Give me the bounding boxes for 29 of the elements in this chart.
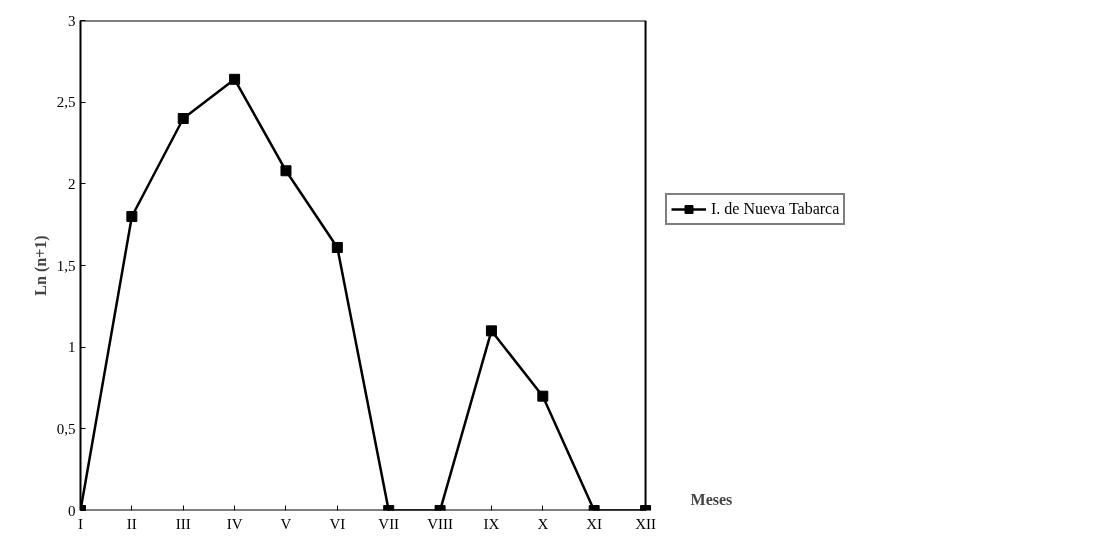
point xyxy=(331,242,343,254)
x-tick-label: III xyxy=(175,515,191,532)
y-tick-label: 2,5 xyxy=(56,94,76,111)
point xyxy=(126,211,138,222)
x-axis-title: Meses xyxy=(690,490,733,508)
x-tick-label: IV xyxy=(226,515,243,532)
point xyxy=(280,165,292,177)
x-tick-label: VI xyxy=(329,515,346,532)
y-tick-label: 1 xyxy=(68,339,76,356)
x-tick-label: VII xyxy=(378,515,400,532)
point xyxy=(229,73,241,85)
x-tick-label: XII xyxy=(635,515,656,532)
point xyxy=(537,390,549,402)
x-tick-label: V xyxy=(280,515,292,532)
x-tick-label: XI xyxy=(586,515,603,532)
y-tick-label: 2 xyxy=(68,175,76,192)
y-tick-label: 0 xyxy=(68,502,76,519)
x-tick-label: VIII xyxy=(427,515,453,532)
x-tick-label: I xyxy=(78,515,83,532)
y-tick-label: 1,5 xyxy=(56,257,76,274)
point xyxy=(177,113,189,124)
y-tick-label: 3 xyxy=(68,12,76,29)
y-tick-label: 0,5 xyxy=(56,420,76,437)
point xyxy=(485,325,497,337)
legend-label: I. de Nueva Tabarca xyxy=(711,200,840,218)
x-tick-label: II xyxy=(126,515,137,532)
y-axis-title: Ln (n+1) xyxy=(31,235,50,296)
x-tick-label: IX xyxy=(483,515,500,532)
x-tick-label: X xyxy=(537,515,549,532)
